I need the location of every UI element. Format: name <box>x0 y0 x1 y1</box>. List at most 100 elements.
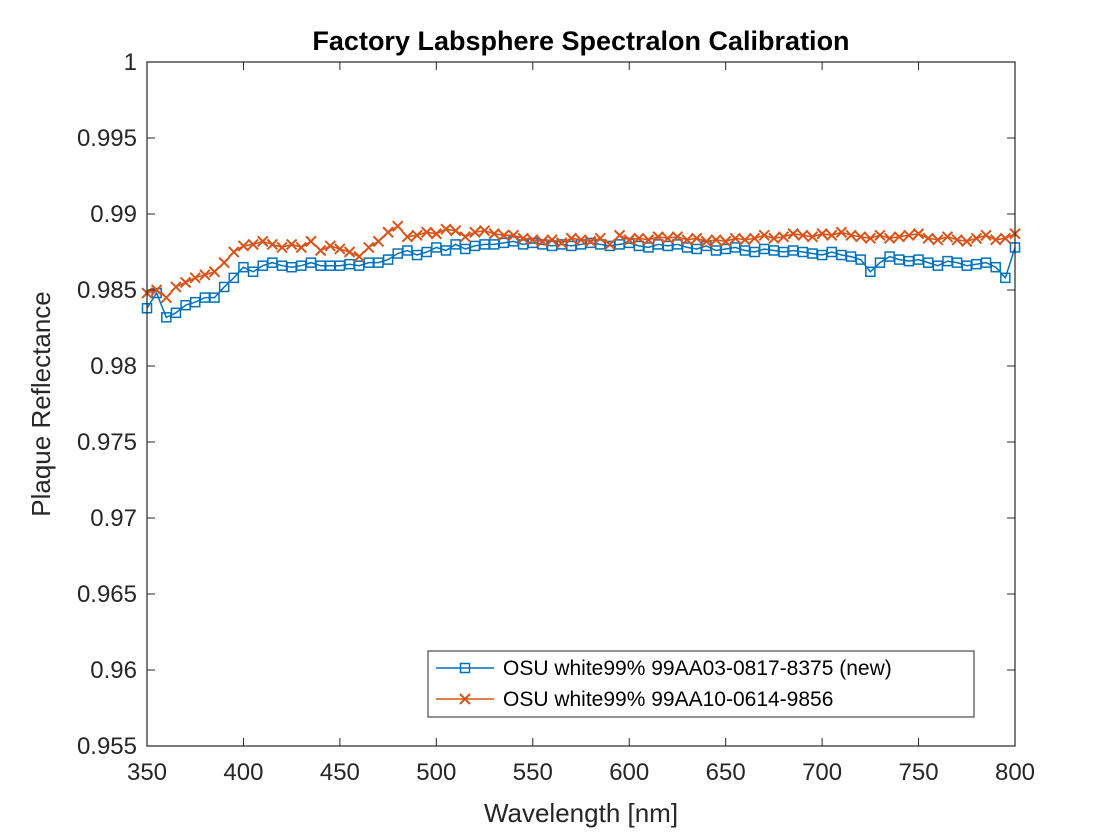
data-point <box>478 225 491 237</box>
data-point <box>363 241 375 254</box>
data-point <box>314 244 327 257</box>
series-2 <box>141 220 1021 304</box>
chart-title: Factory Labsphere Spectralon Calibration <box>312 26 849 56</box>
data-point <box>353 250 365 263</box>
data-point <box>845 229 857 241</box>
data-point <box>999 232 1012 245</box>
data-point <box>440 223 452 235</box>
data-point <box>768 232 780 245</box>
series-layer <box>141 220 1021 323</box>
data-point <box>710 234 722 246</box>
data-point <box>922 232 934 245</box>
plot-area <box>147 62 1015 746</box>
data-point <box>961 235 973 248</box>
data-point <box>257 235 269 248</box>
data-point <box>179 276 192 289</box>
data-point <box>758 229 770 241</box>
x-tick-label: 750 <box>899 759 939 786</box>
y-tick-label: 1 <box>124 49 137 76</box>
data-point <box>556 237 568 249</box>
data-point <box>324 240 336 252</box>
data-point <box>874 229 886 241</box>
data-point <box>218 256 230 269</box>
legend-marker <box>459 693 471 705</box>
data-point <box>305 235 317 248</box>
data-point <box>218 281 230 293</box>
data-point <box>604 238 616 251</box>
legend-label: OSU white99% 99AA10-0614-9856 <box>503 688 833 711</box>
data-point <box>652 231 664 243</box>
data-point <box>932 234 944 246</box>
data-point <box>517 232 529 245</box>
y-tick-label: 0.98 <box>90 353 137 380</box>
data-point <box>594 232 606 245</box>
data-point <box>247 238 259 251</box>
data-point <box>865 266 876 278</box>
data-point <box>748 232 761 245</box>
data-point <box>642 234 655 246</box>
data-point <box>285 238 298 251</box>
data-point <box>382 226 394 238</box>
data-point <box>247 266 259 278</box>
data-point <box>372 235 385 248</box>
x-axis-label: Wavelength [nm] <box>484 798 678 828</box>
data-point <box>382 254 394 265</box>
data-point <box>806 231 819 243</box>
y-tick-label: 0.965 <box>77 581 137 608</box>
data-point <box>816 228 828 240</box>
y-tick-label: 0.975 <box>77 429 137 456</box>
y-axis-label: Plaque Reflectance <box>26 291 56 516</box>
data-point <box>430 228 443 240</box>
data-point <box>228 272 240 284</box>
data-point <box>691 232 703 245</box>
data-point <box>777 231 790 243</box>
data-point <box>835 226 848 238</box>
y-tick-label: 0.985 <box>77 277 137 304</box>
data-point <box>469 226 481 238</box>
data-point <box>295 241 308 254</box>
data-point <box>575 234 587 246</box>
data-point <box>912 228 925 240</box>
data-point <box>334 243 346 255</box>
data-point <box>411 229 423 241</box>
data-point <box>903 229 915 241</box>
data-point <box>855 254 866 265</box>
x-tick-label: 700 <box>802 759 842 786</box>
data-point <box>1000 272 1011 284</box>
y-tick-label: 0.97 <box>90 505 137 532</box>
data-point <box>189 272 201 284</box>
data-point <box>199 269 211 281</box>
x-tick-label: 550 <box>513 759 553 786</box>
x-tick-label: 800 <box>995 759 1035 786</box>
data-point <box>990 261 1001 273</box>
data-point <box>401 231 414 243</box>
data-point <box>980 229 992 241</box>
data-point <box>209 292 220 303</box>
data-point <box>208 266 221 278</box>
data-point <box>700 235 713 248</box>
data-point <box>864 232 877 245</box>
data-point <box>276 241 288 254</box>
data-point <box>565 232 578 245</box>
data-point <box>584 235 597 248</box>
data-point <box>893 231 905 243</box>
data-point <box>941 231 954 243</box>
data-point <box>440 245 452 256</box>
data-point <box>951 234 963 246</box>
x-axis-ticks: 350 400 450 500 550 600 650 700 750 800 <box>127 62 1035 786</box>
data-point <box>797 229 809 241</box>
data-point <box>623 234 635 246</box>
data-point <box>681 234 693 246</box>
data-point <box>990 234 1002 246</box>
x-tick-label: 450 <box>320 759 360 786</box>
data-point <box>883 232 896 245</box>
data-point <box>719 235 732 248</box>
data-point <box>343 246 356 258</box>
data-point <box>970 232 983 245</box>
data-point <box>613 229 626 241</box>
x-tick-label: 400 <box>223 759 263 786</box>
data-point <box>150 284 163 296</box>
data-point <box>420 226 433 238</box>
data-point <box>449 225 462 237</box>
data-point <box>787 228 799 240</box>
